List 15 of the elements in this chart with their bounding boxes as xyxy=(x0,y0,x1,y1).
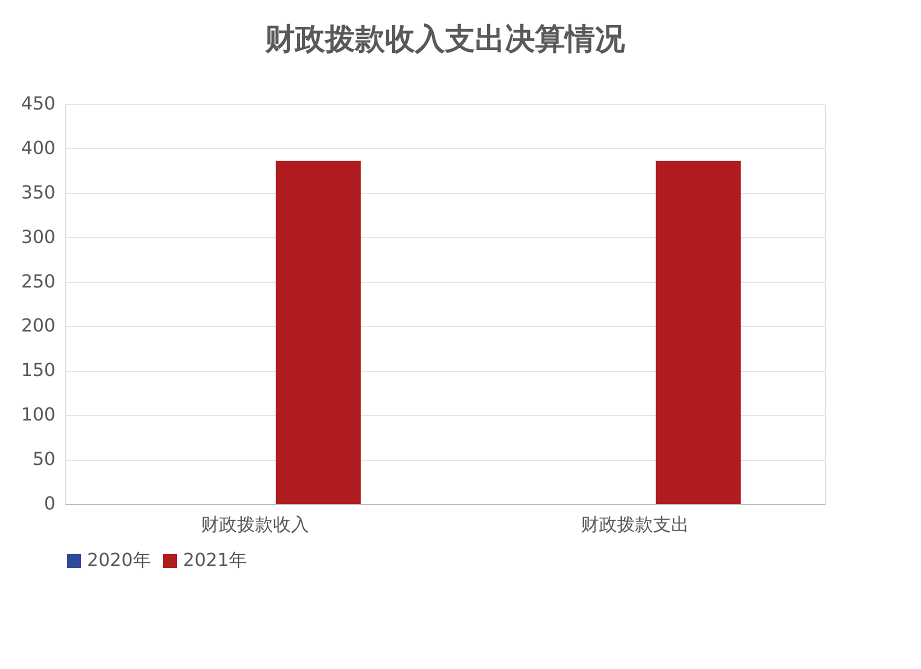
y-tick-label: 200 xyxy=(21,316,56,337)
y-tick-label: 350 xyxy=(21,182,56,204)
y-tick-label: 150 xyxy=(21,360,56,382)
y-tick-label: 250 xyxy=(21,271,56,292)
legend-label: 2020年 xyxy=(87,550,151,571)
y-tick-label: 50 xyxy=(32,449,56,470)
y-tick-label: 100 xyxy=(21,404,56,426)
legend-label: 2021年 xyxy=(183,550,247,571)
y-tick-label: 450 xyxy=(21,94,56,114)
y-tick-label: 0 xyxy=(44,494,56,514)
chart-title: 财政拨款收入支出决算情况 xyxy=(264,22,626,57)
y-tick-label: 300 xyxy=(21,226,56,248)
x-tick-label: 财政拨款支出 xyxy=(581,514,689,536)
y-tick-label: 400 xyxy=(21,138,56,159)
x-tick-label: 财政拨款收入 xyxy=(201,514,309,536)
